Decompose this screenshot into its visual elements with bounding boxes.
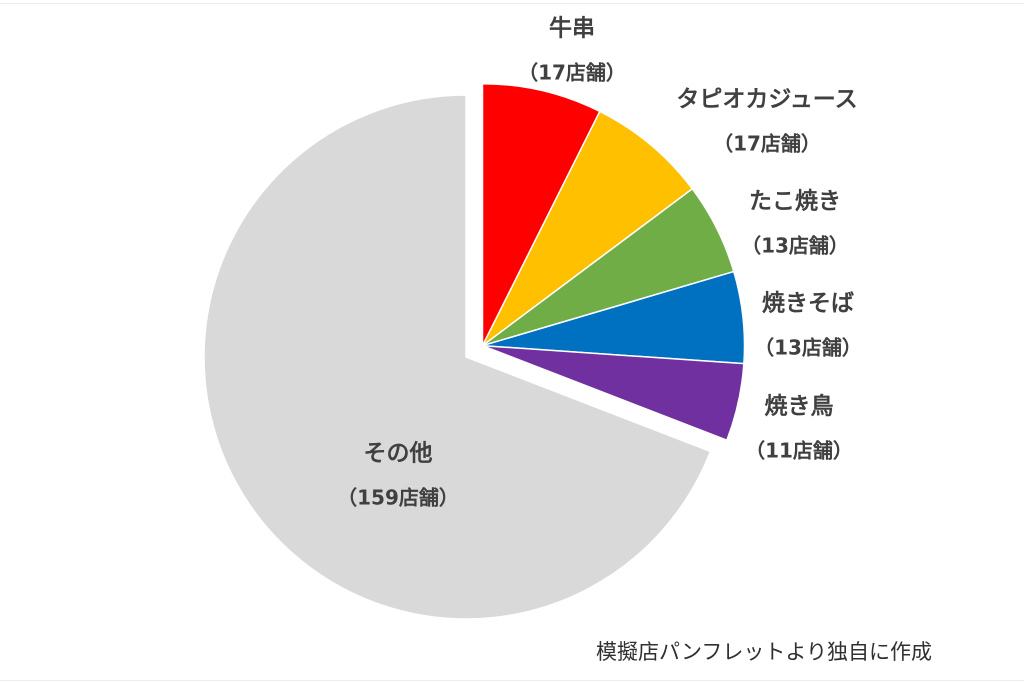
bottom-divider: [0, 680, 1024, 681]
slice-label-name: 焼きそば: [762, 290, 854, 317]
pie-slice-1: [481, 110, 694, 347]
slice-label-count: （17店舗）: [518, 60, 626, 85]
label-yakitori: 焼き鳥 （11店舗）: [745, 393, 853, 463]
label-tapioca: タピオカジュース （17店舗）: [676, 86, 858, 156]
slice-label-name: 焼き鳥: [764, 393, 834, 420]
slice-label-name: たこ焼き: [749, 188, 841, 215]
source-note: 模擬店パンフレットより独自に作成: [596, 640, 932, 664]
pie-slice-0: [481, 82, 601, 347]
slice-label-count: （13店舗）: [741, 233, 849, 258]
slice-label-count: （11店舗）: [745, 438, 853, 463]
label-yakisoba: 焼きそば （13店舗）: [754, 290, 862, 360]
label-gyukushi: 牛串 （17店舗）: [518, 15, 626, 85]
slice-label-name: 牛串: [549, 15, 595, 42]
pie-slice-5: [203, 94, 712, 620]
slice-label-count: （17店舗）: [713, 131, 821, 156]
slice-label-count: （13店舗）: [754, 335, 862, 360]
top-divider: [0, 3, 1024, 4]
slice-label-name: その他: [363, 440, 433, 467]
label-takoyaki: たこ焼き （13店舗）: [741, 188, 849, 258]
slice-label-count: （159店舗）: [337, 485, 459, 510]
slice-label-name: タピオカジュース: [676, 86, 858, 113]
pie-slice-4: [482, 344, 745, 442]
label-other: その他 （159店舗）: [337, 440, 459, 510]
